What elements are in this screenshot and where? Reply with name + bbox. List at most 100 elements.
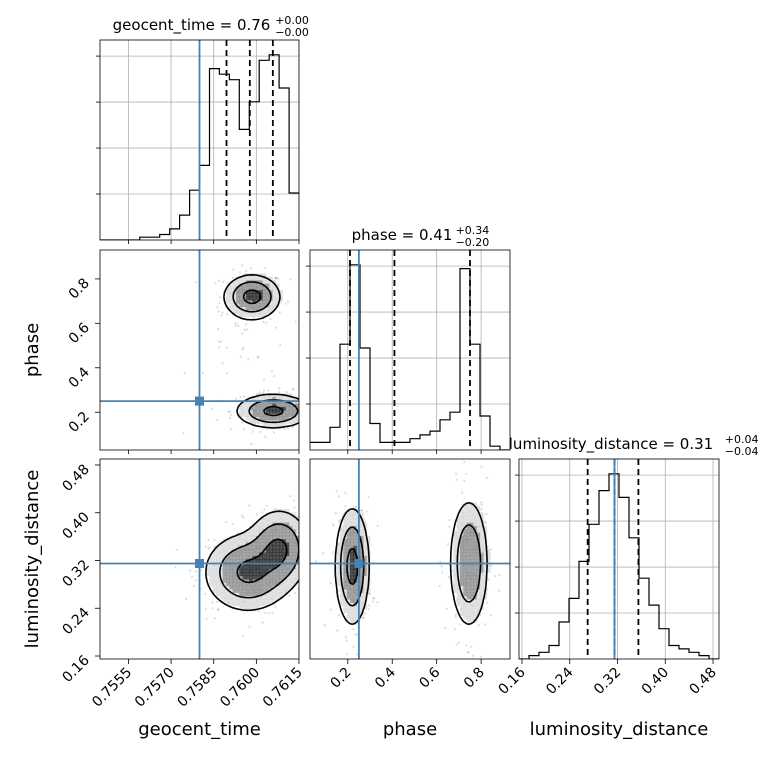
ytick-label-luminosity_distance-4: 0.48 <box>59 461 92 494</box>
density-cell <box>219 555 224 560</box>
density-cell <box>265 423 270 428</box>
density-cell <box>353 605 358 610</box>
density-cell <box>232 306 237 311</box>
density-cell <box>262 589 267 593</box>
density-cell <box>353 612 358 617</box>
density-cell <box>343 582 348 587</box>
density-cell <box>282 559 287 563</box>
scatter-point <box>303 502 305 504</box>
density-cell <box>292 572 297 577</box>
density-cell <box>249 552 253 557</box>
density-cell <box>285 396 290 401</box>
density-cell <box>343 589 348 593</box>
density-cell <box>483 575 488 580</box>
scatter-point <box>493 575 496 578</box>
density-cell <box>350 602 354 607</box>
density-cell <box>242 592 247 597</box>
density-cell <box>262 555 267 560</box>
scatter-point <box>229 428 233 431</box>
density-cell <box>269 303 273 308</box>
density-cell <box>470 592 474 597</box>
density-cell <box>229 575 234 580</box>
density-cell <box>259 592 263 597</box>
density-cell <box>242 300 247 304</box>
density-cell <box>272 300 277 304</box>
density-cell <box>252 290 257 294</box>
density-cell <box>340 565 344 570</box>
density-cell <box>265 572 270 577</box>
density-cell <box>262 276 267 281</box>
density-cell <box>480 549 484 553</box>
title-minus-luminosity_distance: −0.04 <box>725 445 759 458</box>
density-cell <box>272 569 277 573</box>
density-cell <box>265 592 270 597</box>
density-cell <box>245 535 250 540</box>
density-cell <box>259 529 263 533</box>
density-cell <box>476 575 481 580</box>
density-cell <box>255 565 260 570</box>
density-cell <box>269 515 273 520</box>
density-cell <box>259 313 263 318</box>
density-cell <box>262 313 267 318</box>
density-cell <box>353 572 358 577</box>
density-cell <box>239 605 244 610</box>
density-cell <box>460 535 464 540</box>
density-cell <box>343 555 348 560</box>
density-cell <box>289 519 293 523</box>
density-cell <box>360 605 364 610</box>
density-cell <box>229 290 234 294</box>
scatter-point <box>354 633 357 636</box>
density-cell <box>255 592 260 597</box>
density-cell <box>343 605 348 610</box>
scatter-point <box>228 410 231 413</box>
density-cell <box>226 559 230 563</box>
density-cell <box>476 555 481 560</box>
density-cell <box>249 605 253 610</box>
scatter-point <box>332 413 334 415</box>
density-cell <box>279 416 283 421</box>
density-cell <box>343 572 348 577</box>
density-cell <box>346 529 351 533</box>
density-cell <box>275 595 280 600</box>
density-cell <box>219 595 224 600</box>
density-cell <box>466 522 471 527</box>
hist-step-luminosity_distance <box>519 473 719 659</box>
density-cell <box>470 615 474 620</box>
density-cell <box>350 599 354 603</box>
density-cell <box>282 575 287 580</box>
density-cell <box>249 539 253 543</box>
density-cell <box>279 585 283 590</box>
density-cell <box>245 276 250 281</box>
density-cell <box>272 572 277 577</box>
density-cell <box>255 403 260 408</box>
scatter-point <box>293 506 296 509</box>
density-cell <box>226 575 230 580</box>
density-cell <box>473 502 478 507</box>
density-cell <box>480 585 484 590</box>
density-cell <box>252 572 257 577</box>
density-cell <box>275 519 280 523</box>
density-cell <box>456 555 461 560</box>
density-cell <box>473 599 478 603</box>
density-cell <box>209 582 214 587</box>
density-cell <box>265 515 270 520</box>
density-cell <box>480 539 484 543</box>
scatter-point <box>440 565 443 568</box>
density-cell <box>463 552 468 557</box>
density-cell <box>226 579 230 583</box>
density-cell <box>453 585 458 590</box>
density-cell <box>336 575 341 580</box>
density-cell <box>219 585 224 590</box>
density-cell <box>222 552 227 557</box>
density-cell <box>282 589 287 593</box>
scatter-point <box>346 653 349 656</box>
xtick-label-luminosity_distance-0: 0.16 <box>495 664 528 697</box>
density-cell <box>292 522 297 527</box>
density-cell <box>259 293 263 298</box>
density-cell <box>460 512 464 517</box>
density-cell <box>346 599 351 603</box>
density-cell <box>275 532 280 537</box>
density-cell <box>363 545 368 550</box>
density-cell <box>470 515 474 520</box>
density-cell <box>255 532 260 537</box>
